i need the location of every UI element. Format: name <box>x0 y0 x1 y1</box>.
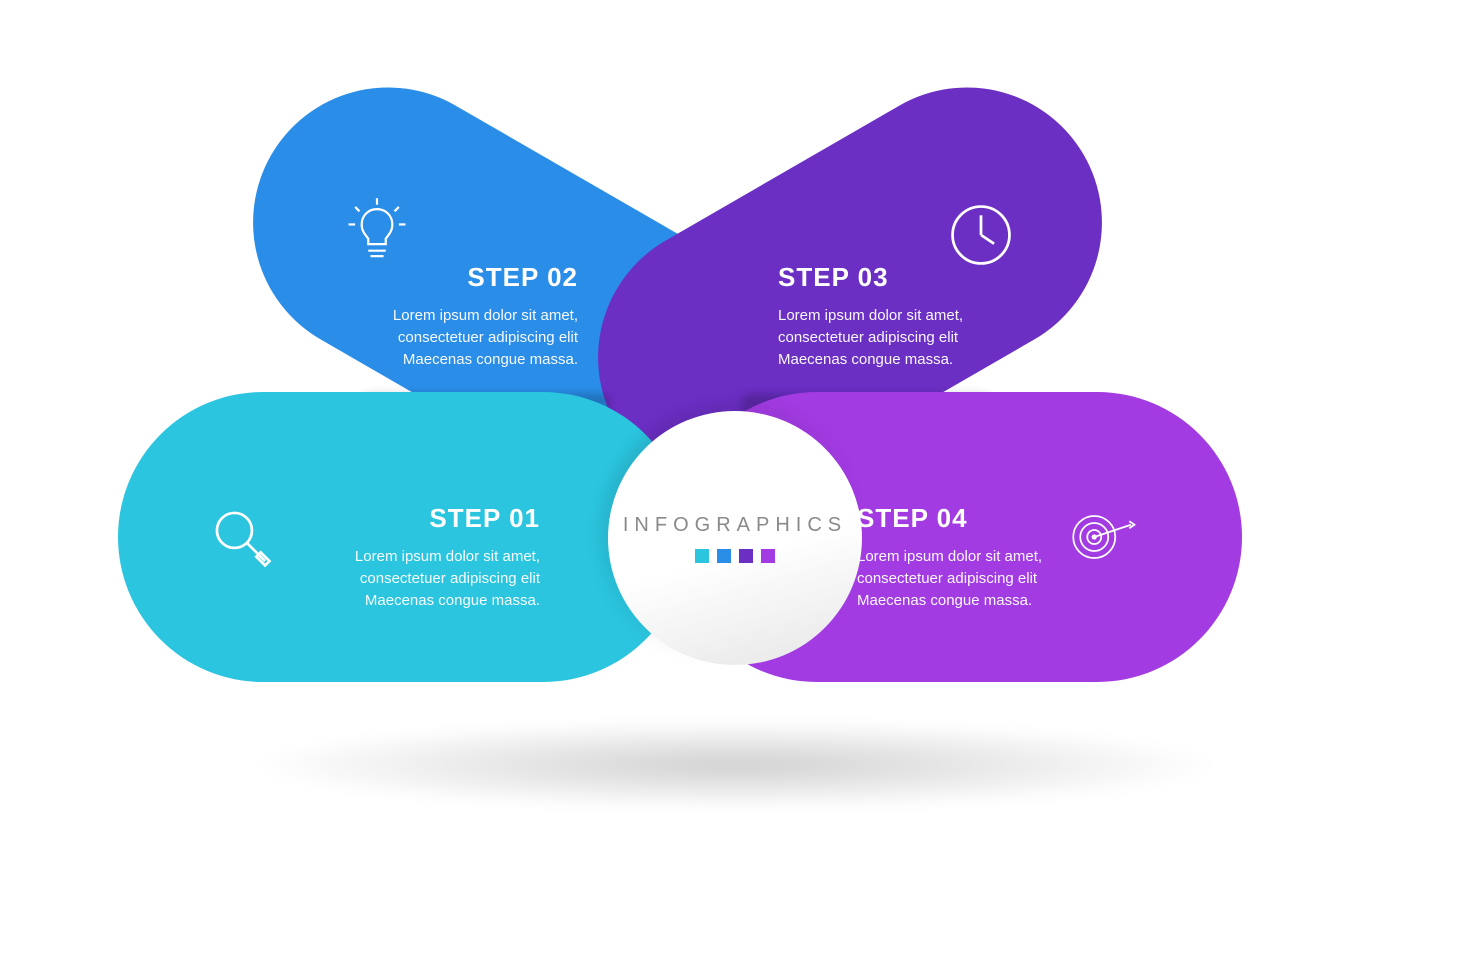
step-01-text: STEP 01 Lorem ipsum dolor sit amet, cons… <box>300 503 540 611</box>
center-title: INFOGRAPHICS <box>623 514 847 537</box>
swatch-1 <box>695 549 709 563</box>
lightbulb-icon <box>342 196 412 266</box>
step-02-text: STEP 02 Lorem ipsum dolor sit amet, cons… <box>338 262 578 370</box>
step-04-body: Lorem ipsum dolor sit amet, consectetuer… <box>857 546 1097 611</box>
swatch-4 <box>761 549 775 563</box>
step-02-body: Lorem ipsum dolor sit amet, consectetuer… <box>338 305 578 370</box>
step-01-body: Lorem ipsum dolor sit amet, consectetuer… <box>300 546 540 611</box>
clock-icon <box>946 200 1016 270</box>
drop-shadow <box>245 720 1225 810</box>
swatch-3 <box>739 549 753 563</box>
step-04-title: STEP 04 <box>857 503 1097 534</box>
step-03-text: STEP 03 Lorem ipsum dolor sit amet, cons… <box>778 262 1018 370</box>
step-04-text: STEP 04 Lorem ipsum dolor sit amet, cons… <box>857 503 1097 611</box>
infographic-stage: INFOGRAPHICS STEP 02 Lorem ipsum dolor s… <box>0 0 1470 980</box>
center-circle: INFOGRAPHICS <box>608 411 862 665</box>
center-swatches <box>695 549 775 563</box>
magnifier-icon <box>206 502 276 572</box>
swatch-2 <box>717 549 731 563</box>
step-03-body: Lorem ipsum dolor sit amet, consectetuer… <box>778 305 1018 370</box>
target-icon <box>1068 502 1138 572</box>
step-01-title: STEP 01 <box>300 503 540 534</box>
step-02-title: STEP 02 <box>338 262 578 293</box>
